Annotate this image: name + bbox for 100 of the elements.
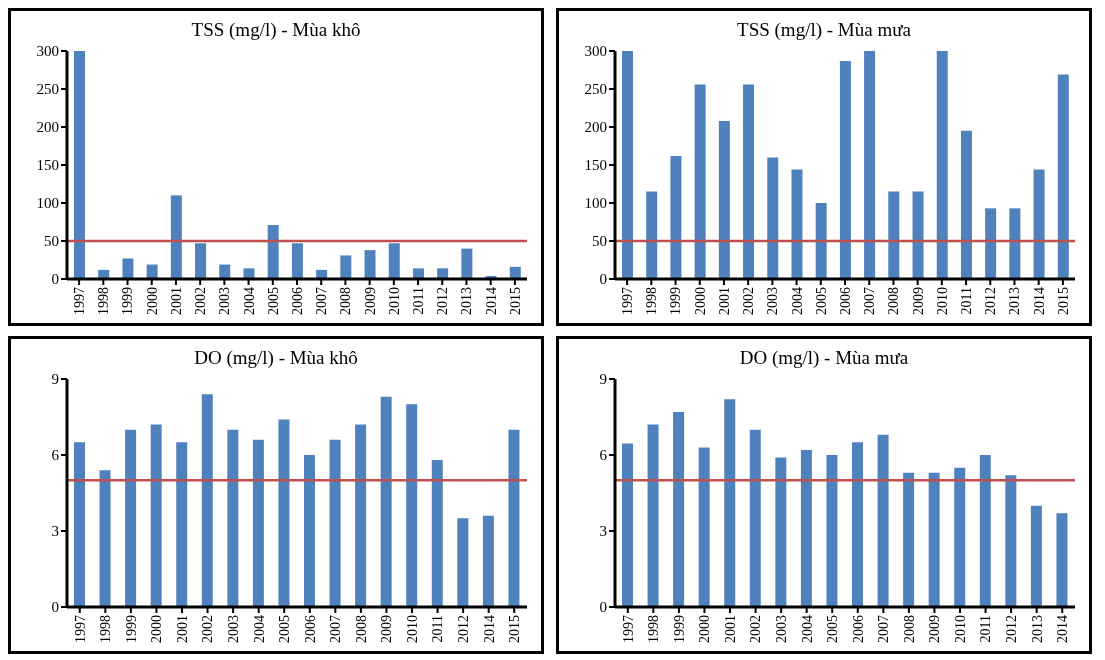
- y-tick-label: 50: [592, 233, 607, 250]
- bar: [912, 191, 924, 279]
- chart-title: DO (mg/l) - Mùa mưa: [738, 347, 910, 369]
- x-tick-label: 2000: [692, 287, 708, 315]
- bar: [146, 264, 158, 279]
- x-tick-label: 2012: [456, 615, 472, 643]
- bar: [767, 157, 779, 279]
- bar: [150, 424, 162, 607]
- bar: [195, 243, 207, 279]
- x-tick-label: 2013: [1007, 287, 1023, 315]
- bar: [388, 243, 400, 279]
- y-tick-label: 0: [51, 271, 59, 288]
- x-tick-label: 2011: [430, 615, 446, 643]
- bar: [622, 443, 633, 607]
- x-tick-label: 2008: [338, 287, 354, 315]
- bar: [201, 394, 213, 607]
- x-tick-label: 2015: [507, 615, 523, 643]
- bar: [646, 191, 658, 279]
- bar: [278, 419, 290, 607]
- x-tick-label: 2006: [850, 615, 866, 643]
- x-tick-label: 2007: [314, 287, 330, 315]
- x-tick-label: 1999: [120, 287, 136, 315]
- bar: [1009, 208, 1021, 279]
- x-tick-label: 2007: [328, 615, 344, 643]
- bar: [508, 429, 520, 607]
- y-tick-label: 100: [36, 195, 59, 212]
- y-tick-label: 3: [599, 523, 607, 540]
- bar: [1057, 74, 1069, 279]
- x-tick-label: 2007: [876, 615, 892, 643]
- bar: [364, 250, 376, 279]
- bar: [1033, 169, 1045, 279]
- x-tick-label: 2009: [927, 615, 943, 643]
- x-tick-label: 2001: [168, 287, 184, 315]
- x-tick-label: 2011: [958, 287, 974, 315]
- bar: [219, 264, 231, 279]
- x-tick-label: 2010: [404, 615, 420, 643]
- x-tick-label: 2006: [289, 287, 305, 315]
- y-tick-label: 150: [36, 157, 59, 174]
- x-tick-label: 1999: [123, 615, 139, 643]
- bar: [304, 455, 315, 607]
- x-tick-label: 2009: [379, 615, 395, 643]
- x-tick-label: 2010: [386, 287, 402, 315]
- x-tick-label: 2003: [765, 287, 781, 315]
- x-tick-label: 2015: [507, 287, 523, 315]
- bar: [877, 434, 889, 607]
- bar: [1056, 513, 1068, 607]
- bar: [509, 266, 521, 279]
- x-tick-label: 2014: [481, 615, 497, 643]
- x-tick-label: 2006: [302, 615, 318, 643]
- bar: [800, 449, 812, 607]
- x-tick-label: 1998: [646, 615, 662, 643]
- x-tick-label: 2007: [862, 287, 878, 315]
- bar: [355, 424, 367, 607]
- bar: [647, 424, 659, 607]
- x-tick-label: 2000: [697, 615, 713, 643]
- x-tick-label: 2005: [813, 287, 829, 315]
- x-tick-label: 2005: [277, 615, 293, 643]
- bar: [826, 455, 838, 607]
- x-tick-label: 2009: [362, 287, 378, 315]
- x-tick-label: 2015: [1055, 287, 1071, 315]
- x-tick-label: 2008: [886, 287, 902, 315]
- x-tick-label: 2002: [200, 615, 216, 643]
- x-tick-label: 1997: [72, 615, 88, 643]
- bar: [267, 225, 279, 279]
- y-tick-label: 200: [584, 119, 607, 136]
- bar: [99, 470, 111, 607]
- bar: [437, 268, 449, 279]
- x-tick-label: 2003: [217, 287, 233, 315]
- y-tick-label: 0: [599, 271, 607, 288]
- x-tick-label: 1998: [98, 615, 114, 643]
- bar: [431, 460, 443, 607]
- bar: [227, 429, 239, 607]
- bar: [839, 60, 851, 279]
- bar: [406, 404, 418, 607]
- x-tick-label: 2002: [741, 287, 757, 315]
- x-tick-label: 2014: [483, 287, 499, 315]
- x-tick-label: 1997: [620, 615, 636, 643]
- bar: [461, 248, 473, 279]
- bar: [243, 268, 255, 279]
- x-tick-label: 2004: [241, 287, 257, 315]
- bar: [340, 255, 352, 279]
- y-tick-label: 6: [51, 447, 60, 464]
- bar: [743, 84, 755, 279]
- x-tick-label: 2011: [410, 287, 426, 315]
- x-tick-label: 1998: [644, 287, 660, 315]
- bar: [673, 411, 685, 607]
- bar: [670, 155, 682, 279]
- chart-title: TSS (mg/l) - Mùa mưa: [736, 19, 912, 41]
- x-tick-label: 2001: [716, 287, 732, 315]
- bar: [122, 258, 134, 279]
- x-tick-label: 1999: [671, 615, 687, 643]
- bar: [724, 399, 736, 607]
- bar: [718, 120, 730, 279]
- y-tick-label: 300: [36, 43, 59, 60]
- x-tick-label: 2002: [193, 287, 209, 315]
- x-tick-label: 2013: [459, 287, 475, 315]
- bar: [252, 439, 264, 607]
- bar: [74, 51, 85, 279]
- bar: [864, 51, 876, 279]
- y-tick-label: 3: [51, 523, 59, 540]
